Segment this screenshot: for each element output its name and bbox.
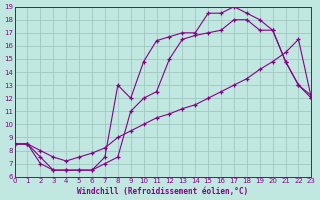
X-axis label: Windchill (Refroidissement éolien,°C): Windchill (Refroidissement éolien,°C) — [77, 187, 249, 196]
